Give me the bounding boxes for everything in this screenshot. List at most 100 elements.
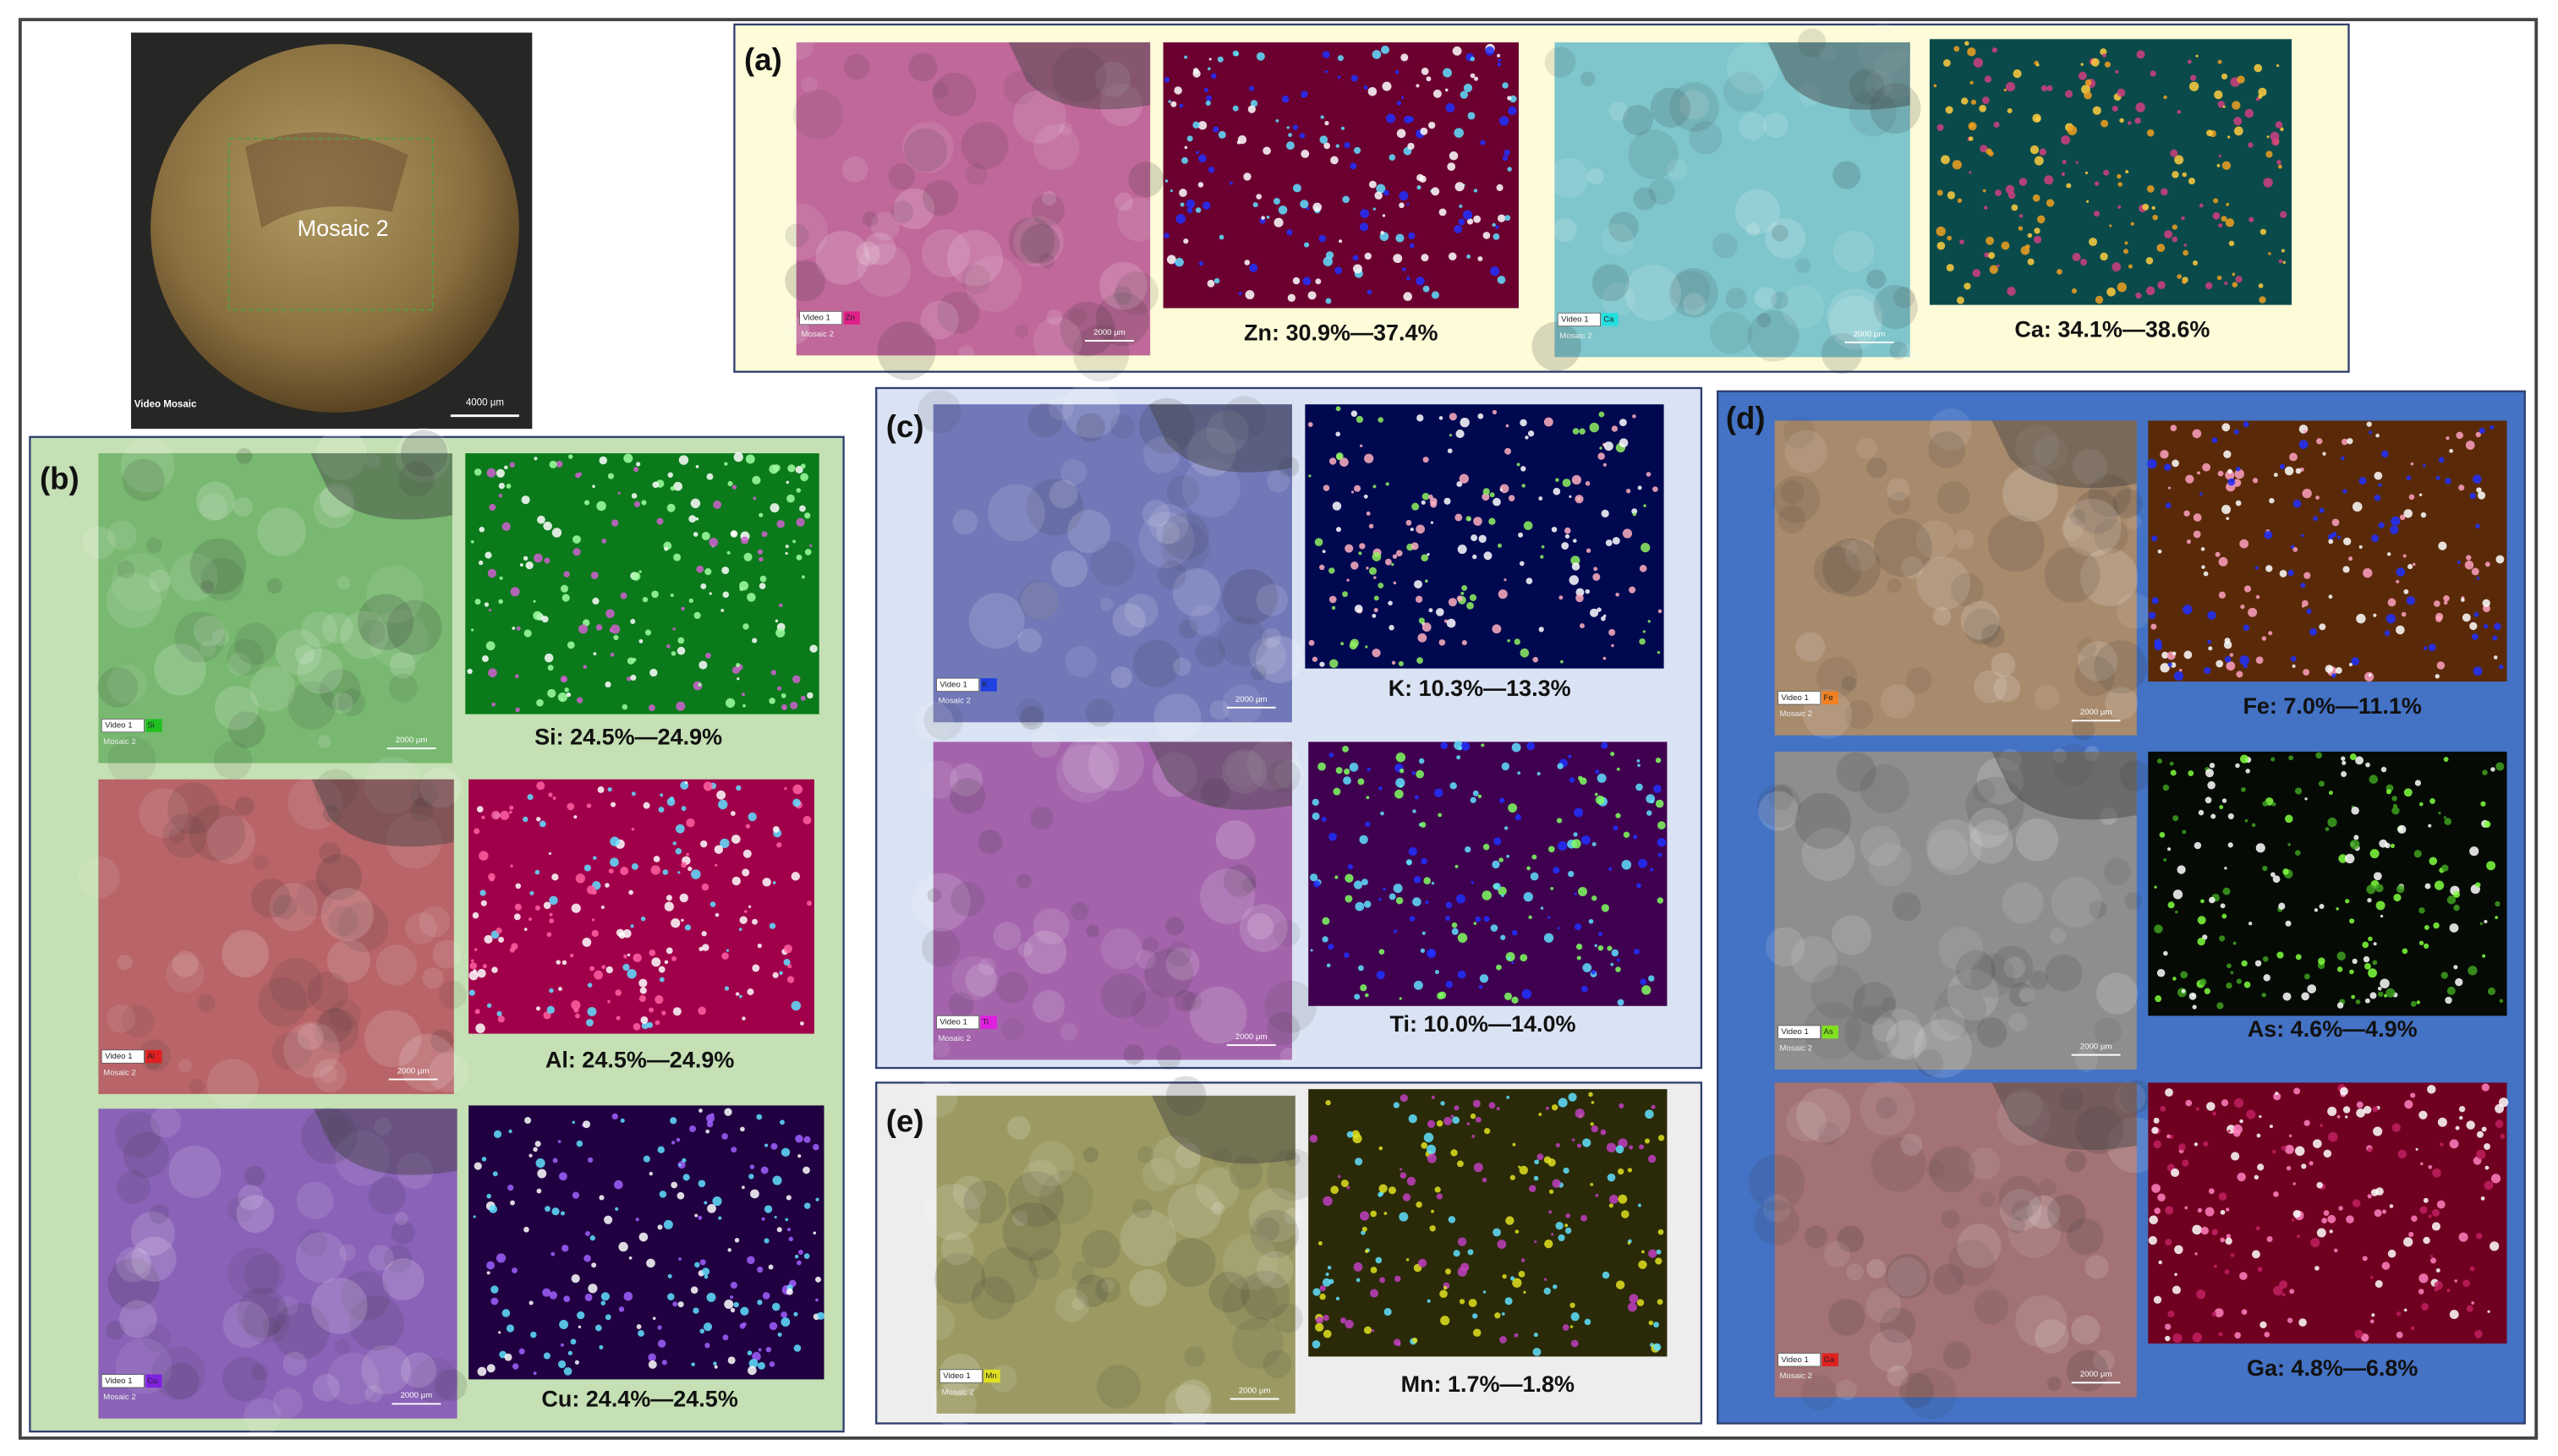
texture <box>1049 479 1078 509</box>
texture <box>1285 1152 1301 1167</box>
dark-region <box>313 1108 457 1175</box>
map-dot <box>704 1274 709 1279</box>
texture <box>288 681 337 730</box>
map-dot <box>1523 892 1533 902</box>
map-dot <box>2328 791 2333 796</box>
map-dot <box>1959 239 1964 244</box>
texture <box>1071 1297 1086 1311</box>
map-dot <box>2435 612 2444 621</box>
texture <box>1927 829 1969 870</box>
texture <box>174 611 226 663</box>
map-dot <box>1986 148 1992 155</box>
map-dot <box>1637 485 1642 490</box>
map-dot <box>1636 883 1641 889</box>
map-dot <box>506 483 512 489</box>
map-dot <box>1642 630 1646 633</box>
texture <box>331 692 353 714</box>
map-dot <box>556 960 561 965</box>
map-dot <box>1570 556 1580 566</box>
texture <box>1832 231 1875 272</box>
map-dot <box>1657 650 1661 654</box>
map-dot <box>2252 478 2259 484</box>
map-dot <box>750 1189 759 1199</box>
texture <box>2002 466 2058 523</box>
texture <box>1142 937 1158 954</box>
map-dot <box>747 593 756 602</box>
map-dot <box>698 1180 706 1188</box>
map-dot <box>1350 561 1359 570</box>
map-dot <box>1244 260 1251 265</box>
map-dot <box>2262 801 2268 807</box>
video-label: Video 1 <box>105 721 132 731</box>
map-dot <box>2318 957 2325 966</box>
map-dot <box>2410 462 2414 466</box>
map-dot <box>1553 487 1561 495</box>
texture <box>1734 189 1781 235</box>
map-dot <box>1488 1102 1496 1109</box>
map-dot <box>2234 1097 2244 1108</box>
map-dot <box>1573 832 1578 837</box>
map-dot <box>2232 282 2238 287</box>
texture <box>1991 652 2016 677</box>
map-dot <box>1364 453 1374 463</box>
map-dot <box>1961 97 1969 105</box>
map-dot <box>2318 780 2325 787</box>
map-dot <box>1635 783 1643 791</box>
map-dot <box>2292 499 2302 508</box>
map-dot <box>2396 1311 2402 1316</box>
texture <box>2094 640 2148 694</box>
map-dot <box>1386 113 1396 123</box>
map-dot <box>756 1114 763 1120</box>
element-map <box>468 779 814 1034</box>
map-dot <box>2246 1109 2256 1119</box>
map-dot <box>2347 438 2353 445</box>
map-dot <box>1540 555 1544 559</box>
map-dot <box>591 918 595 922</box>
map-dot <box>2428 1164 2433 1169</box>
texture <box>1033 123 1080 171</box>
map-dot <box>1515 813 1522 821</box>
map-dot <box>2013 69 2022 79</box>
map-dot <box>1565 1212 1571 1218</box>
map-dot <box>2418 940 2424 945</box>
texture <box>1855 437 1877 459</box>
map-dot <box>2421 1302 2429 1311</box>
map-dot <box>1328 753 1334 758</box>
overlay-base <box>933 742 1292 1060</box>
map-dot <box>2351 657 2360 665</box>
map-dot <box>496 928 502 934</box>
map-dot <box>2200 547 2205 551</box>
texture <box>1071 902 1089 921</box>
texture <box>877 321 936 380</box>
map-dot <box>686 818 695 828</box>
map-dot <box>1323 256 1333 266</box>
map-dot <box>793 1311 798 1316</box>
map-dot <box>1520 648 1530 658</box>
map-dot <box>2454 1279 2457 1283</box>
map-dot <box>1427 494 1433 500</box>
map-dot <box>2117 182 2123 187</box>
texture <box>921 228 971 278</box>
map-dot <box>533 1371 537 1376</box>
map-dot <box>510 587 520 597</box>
map-dot <box>552 796 556 800</box>
map-dot <box>1431 291 1440 299</box>
map-dot <box>609 627 614 632</box>
map-dot <box>1597 944 1604 951</box>
map-dot <box>1492 222 1496 227</box>
mosaic-label: Mosaic 2 <box>938 1034 971 1043</box>
map-dot <box>689 1125 696 1133</box>
map-dot <box>518 1348 525 1355</box>
map-dot <box>1576 955 1581 961</box>
map-dot <box>1245 290 1255 300</box>
map-dot <box>684 780 688 785</box>
map-dot <box>2161 651 2169 659</box>
map-dot <box>772 825 780 833</box>
map-dot <box>498 1331 501 1334</box>
map-dot <box>506 1324 515 1333</box>
map-dot <box>1458 218 1465 226</box>
texture <box>1249 638 1287 675</box>
texture <box>1028 1141 1075 1186</box>
map-dot <box>1936 241 1946 250</box>
